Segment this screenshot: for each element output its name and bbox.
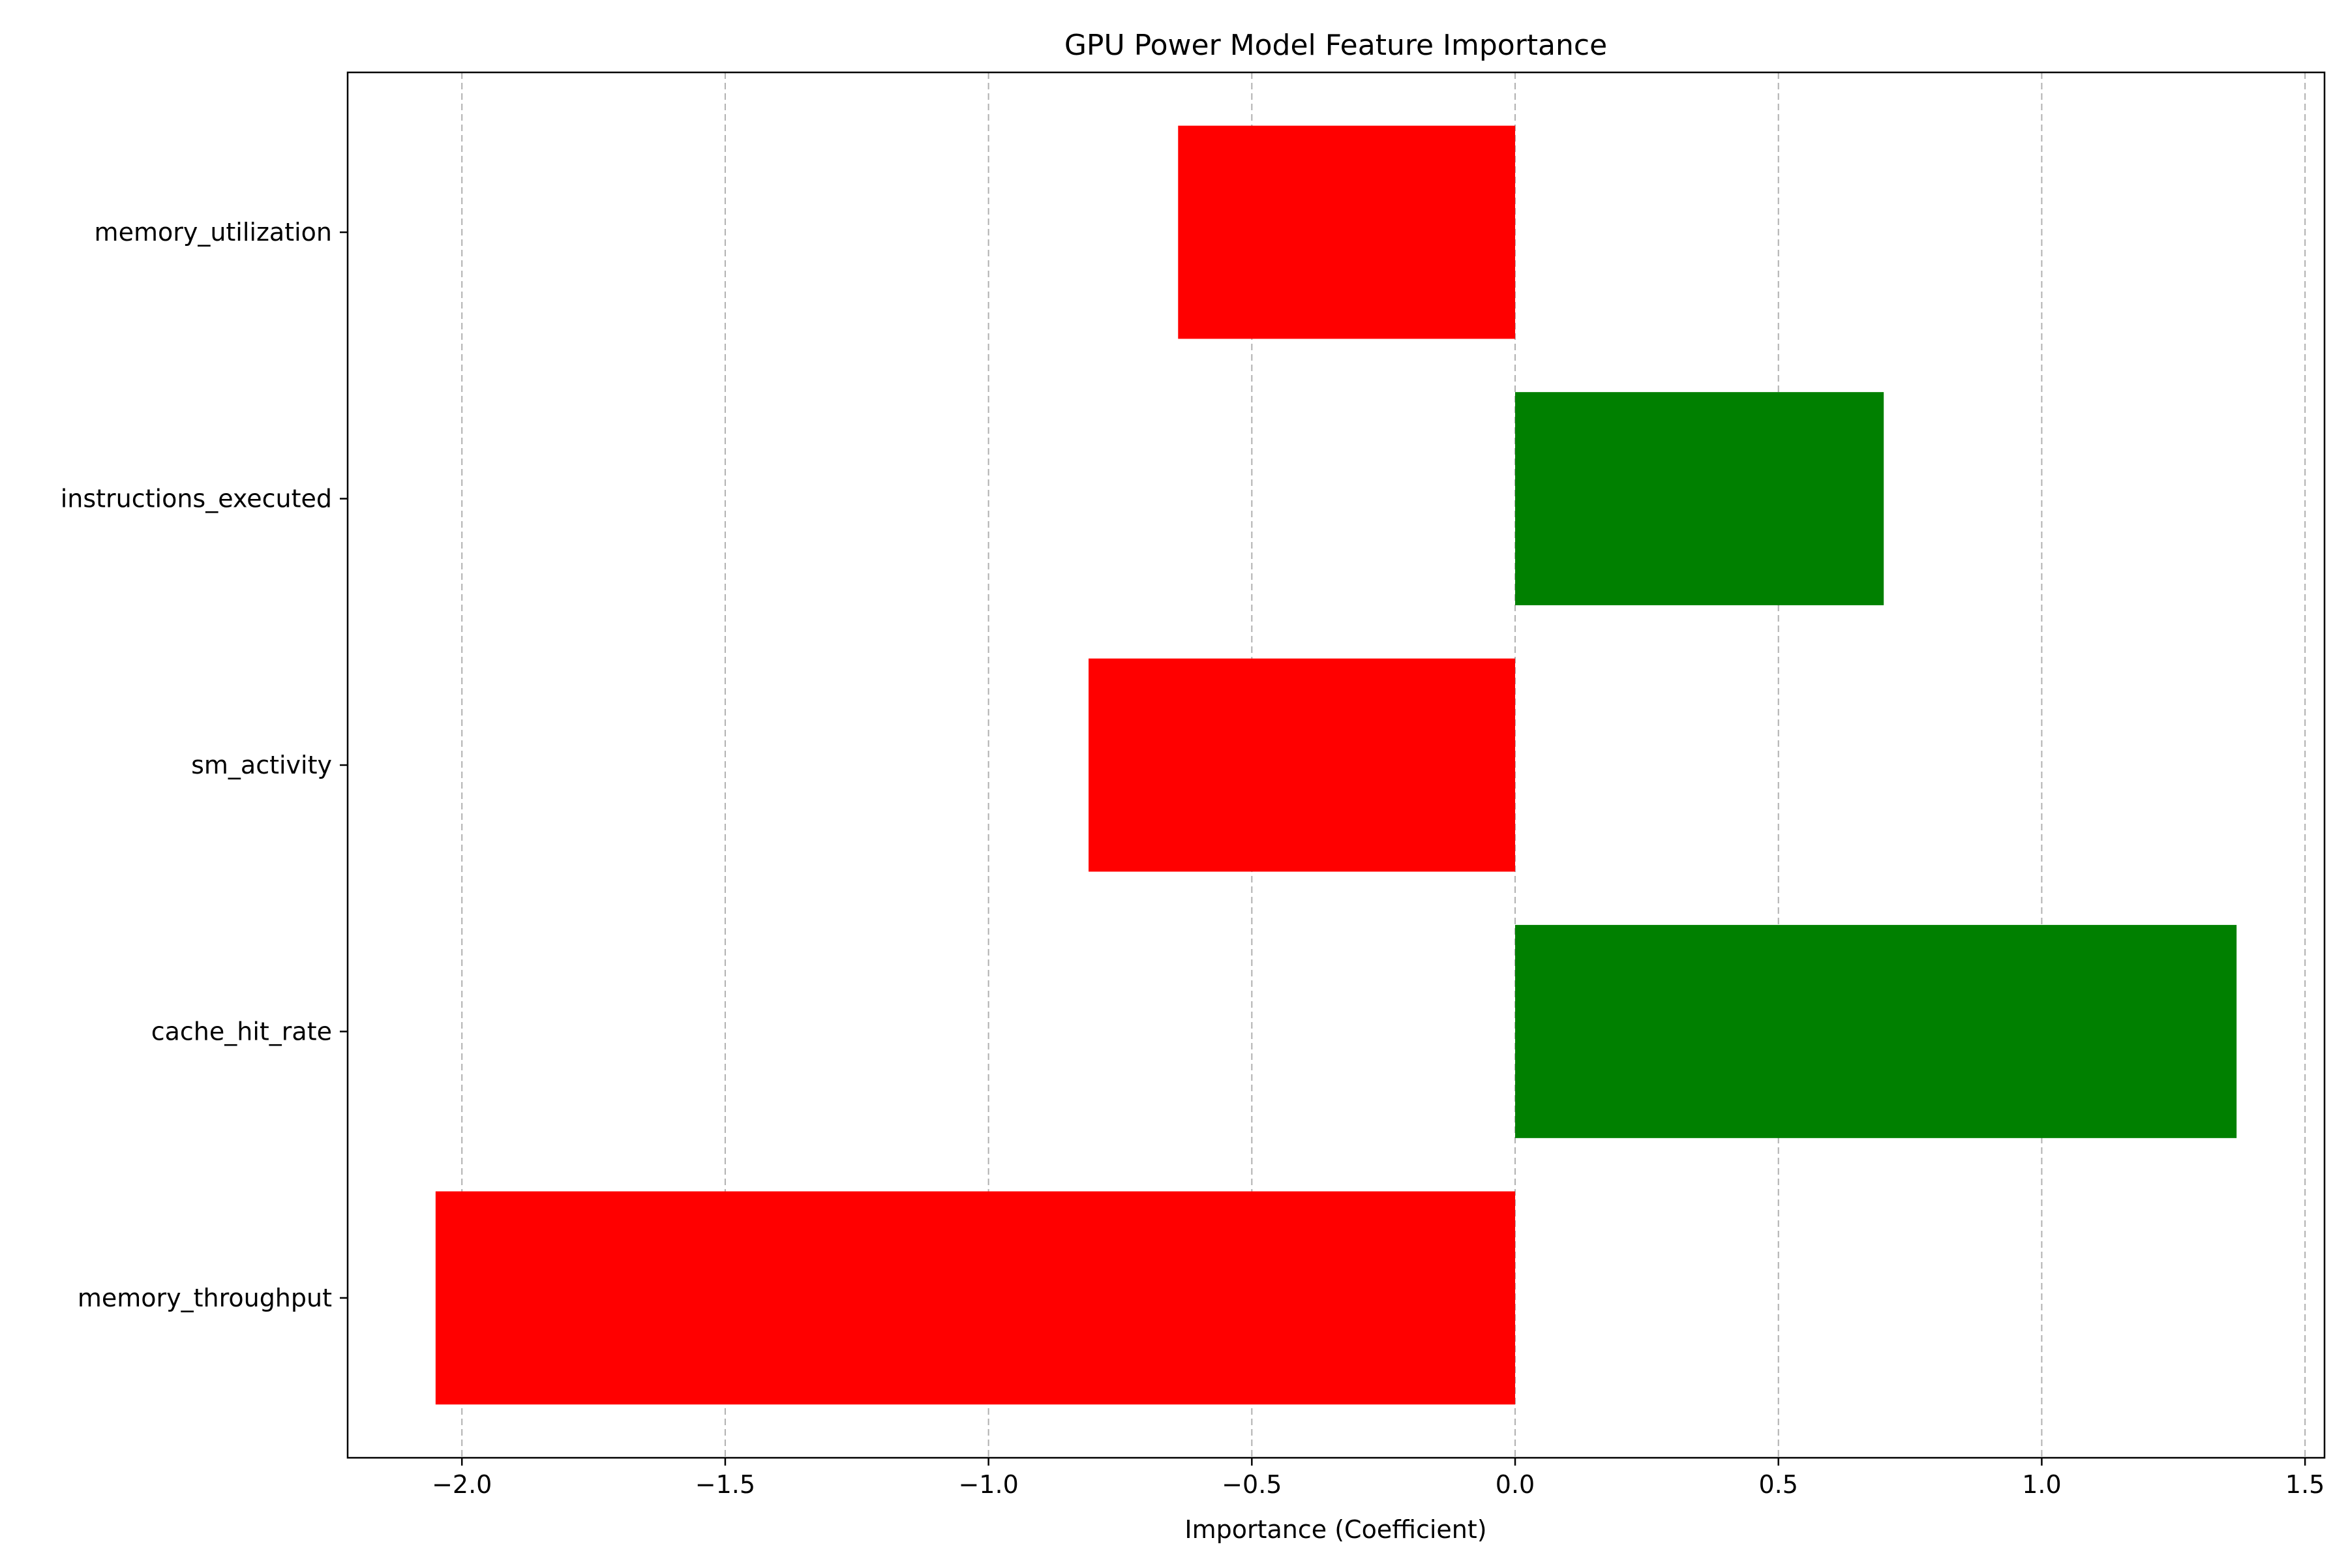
bar-memory-utilization xyxy=(1178,125,1516,339)
y-tick-label: cache_hit_rate xyxy=(151,1017,332,1046)
y-tick-label: instructions_executed xyxy=(61,485,332,513)
x-tick-label: 1.5 xyxy=(2285,1470,2325,1499)
x-tick-label: −1.5 xyxy=(695,1470,755,1499)
x-tick-label: 0.5 xyxy=(1759,1470,1798,1499)
y-tick-label: sm_activity xyxy=(191,751,332,779)
ticks: −2.0 −1.5 −1.0 −0.5 0.0 0.5 1.0 1.5 memory_throu… xyxy=(61,218,2325,1499)
x-tick-label: 1.0 xyxy=(2022,1470,2061,1499)
bar-instructions-executed xyxy=(1515,392,1884,605)
y-tick-label: memory_utilization xyxy=(95,218,332,247)
bars xyxy=(435,125,2237,1405)
bar-sm-activity xyxy=(1089,658,1516,872)
x-tick-label: −1.0 xyxy=(958,1470,1018,1499)
bar-cache-hit-rate xyxy=(1515,925,2237,1138)
x-tick-label: −0.5 xyxy=(1222,1470,1282,1499)
x-tick-label: −2.0 xyxy=(432,1470,492,1499)
chart-title: GPU Power Model Feature Importance xyxy=(1064,29,1607,62)
y-tick-label: memory_throughput xyxy=(78,1284,332,1312)
bar-memory-throughput xyxy=(435,1191,1516,1405)
x-axis-label: Importance (Coefficient) xyxy=(1184,1515,1486,1544)
x-tick-label: 0.0 xyxy=(1496,1470,1535,1499)
